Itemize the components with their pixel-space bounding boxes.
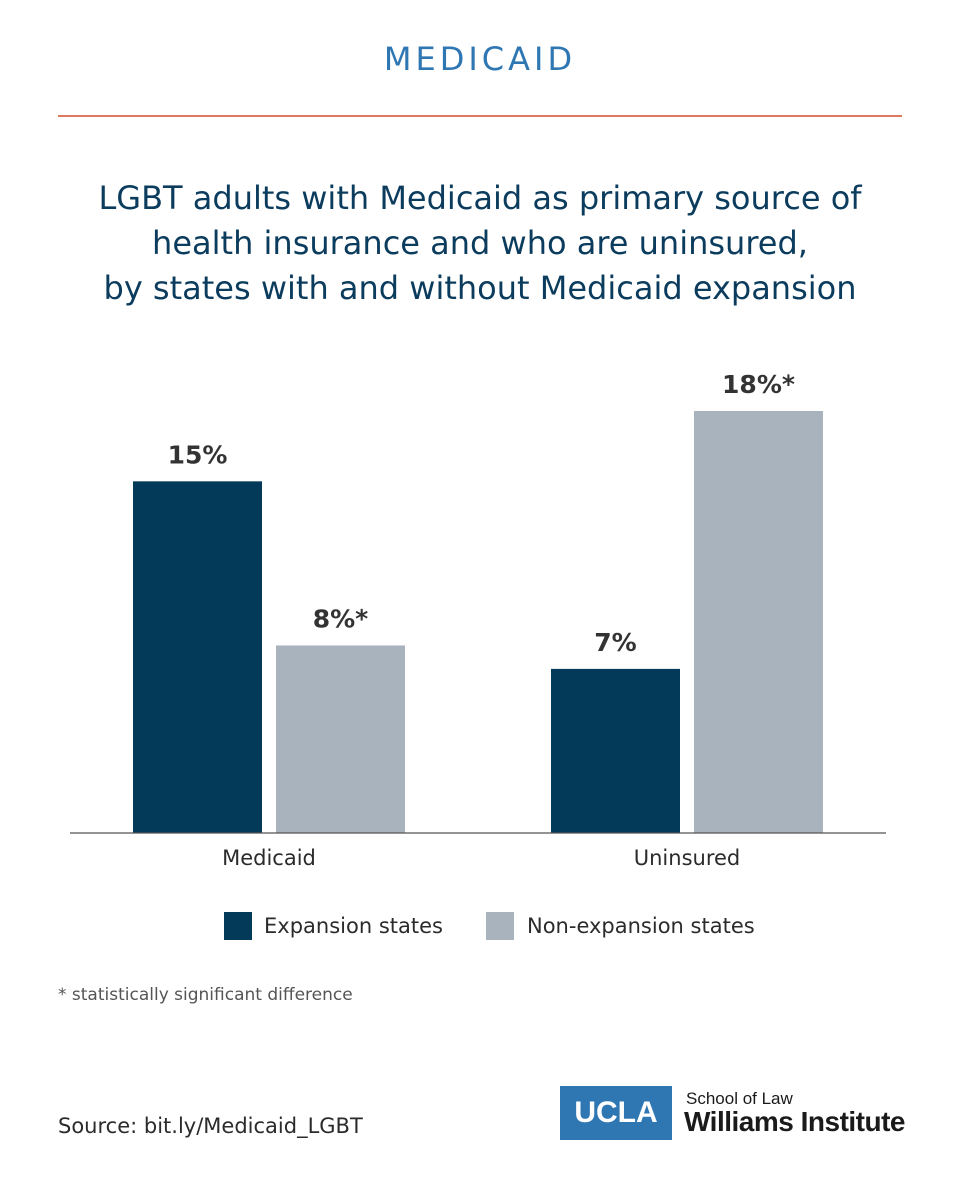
bar-uninsured-expansion	[551, 668, 680, 833]
legend-swatch-expansion	[224, 912, 252, 940]
legend-label-non-expansion: Non-expansion states	[527, 914, 755, 938]
chart-title-line-1: LGBT adults with Medicaid as primary sou…	[98, 179, 862, 217]
x-tick-label-medicaid: Medicaid	[222, 846, 316, 870]
bar-uninsured-non-expansion	[694, 411, 823, 833]
legend-swatch-non-expansion	[486, 912, 514, 940]
data-label-uninsured-non-expansion: 18%*	[722, 370, 795, 399]
bar-medicaid-expansion	[133, 481, 262, 833]
chart-title-line-2: health insurance and who are uninsured,	[152, 224, 808, 262]
x-tick-label-uninsured: Uninsured	[634, 846, 741, 870]
source-text: Source: bit.ly/Medicaid_LGBT	[58, 1114, 363, 1138]
chart-title: LGBT adults with Medicaid as primary sou…	[60, 176, 900, 311]
data-label-uninsured-expansion: 7%	[594, 628, 636, 657]
section-header: MEDICAID	[383, 40, 577, 78]
footnote: * statistically significant difference	[58, 985, 353, 1005]
data-label-medicaid-non-expansion: 8%*	[313, 604, 369, 633]
bar-medicaid-non-expansion	[276, 645, 405, 833]
data-label-medicaid-expansion: 15%	[168, 440, 228, 469]
ucla-logo: UCLA	[560, 1086, 672, 1140]
legend-label-expansion: Expansion states	[264, 914, 443, 938]
logo-williams-institute: Williams Institute	[684, 1106, 906, 1137]
header-divider	[58, 115, 902, 117]
chart-title-line-3: by states with and without Medicaid expa…	[103, 269, 857, 307]
logo-school-of-law: School of Law	[686, 1089, 793, 1108]
